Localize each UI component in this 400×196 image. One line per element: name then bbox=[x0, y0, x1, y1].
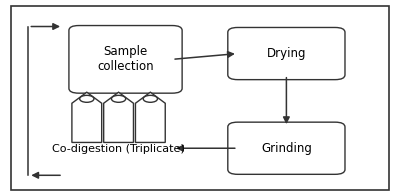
Circle shape bbox=[143, 95, 158, 102]
FancyBboxPatch shape bbox=[69, 25, 182, 93]
Polygon shape bbox=[136, 92, 165, 142]
Circle shape bbox=[80, 95, 94, 102]
FancyBboxPatch shape bbox=[228, 27, 345, 80]
Circle shape bbox=[112, 95, 126, 102]
Text: Sample
collection: Sample collection bbox=[97, 45, 154, 73]
Polygon shape bbox=[104, 92, 134, 142]
Text: Drying: Drying bbox=[267, 47, 306, 60]
FancyBboxPatch shape bbox=[228, 122, 345, 174]
Polygon shape bbox=[72, 92, 102, 142]
Text: Grinding: Grinding bbox=[261, 142, 312, 155]
Text: Co-digestion (Triplicate): Co-digestion (Triplicate) bbox=[52, 144, 185, 154]
